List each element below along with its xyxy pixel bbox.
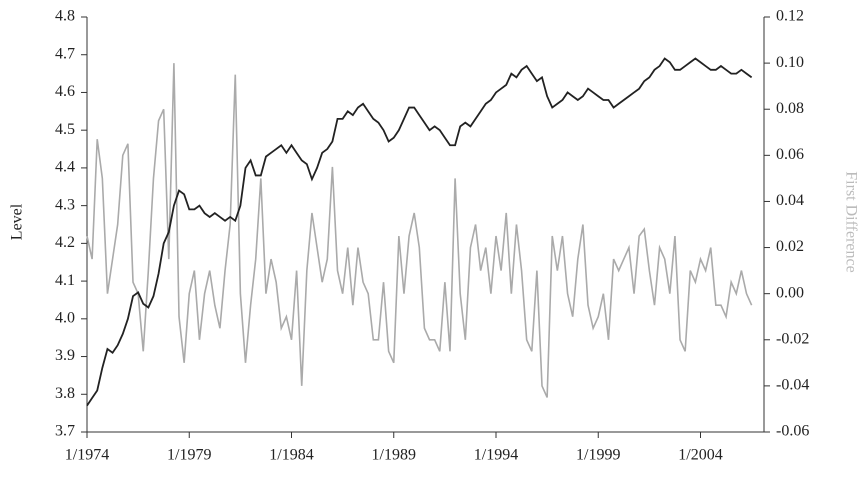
x-tick-label: 1/2004 — [678, 447, 722, 464]
y-tick-label: 4.3 — [55, 196, 75, 213]
x-tick-label: 1/1989 — [372, 447, 416, 464]
y2-tick-label: 0.10 — [776, 54, 804, 71]
y2-tick-label: -0.02 — [776, 330, 809, 347]
x-tick-label: 1/1974 — [65, 447, 109, 464]
y-tick-label: 4.4 — [55, 159, 75, 176]
y2-tick-label: 0.08 — [776, 100, 804, 117]
data-line — [86, 63, 753, 398]
x-tick-label: 1/1979 — [167, 447, 211, 464]
y2-tick-label: 0.00 — [776, 284, 804, 301]
y-tick-label: 4.2 — [55, 234, 75, 251]
y-tick-label: 4.0 — [55, 309, 75, 326]
x-tick-label: 1/1999 — [576, 447, 620, 464]
y-tick-label: 4.5 — [55, 121, 75, 138]
y2-tick-label: 0.04 — [776, 192, 804, 209]
x-tick-label: 1/1994 — [474, 447, 518, 464]
y2-tick-label: -0.06 — [776, 423, 809, 440]
y-tick-label: 3.8 — [55, 385, 75, 402]
y2-tick-label: 0.12 — [776, 8, 804, 25]
y2-axis-label: First Difference — [842, 171, 859, 272]
y-tick-label: 3.7 — [55, 423, 75, 440]
y-axis-label: Level — [9, 203, 26, 240]
y2-tick-label: 0.02 — [776, 238, 804, 255]
y-tick-label: 4.6 — [55, 83, 75, 100]
y2-tick-label: 0.06 — [776, 146, 804, 163]
data-line — [86, 57, 753, 407]
y-tick-label: 4.8 — [55, 8, 75, 25]
y2-tick-label: -0.04 — [776, 377, 809, 394]
y-tick-label: 4.7 — [55, 45, 75, 62]
y-tick-label: 4.1 — [55, 272, 75, 289]
y-tick-label: 3.9 — [55, 347, 75, 364]
x-tick-label: 1/1984 — [269, 447, 313, 464]
